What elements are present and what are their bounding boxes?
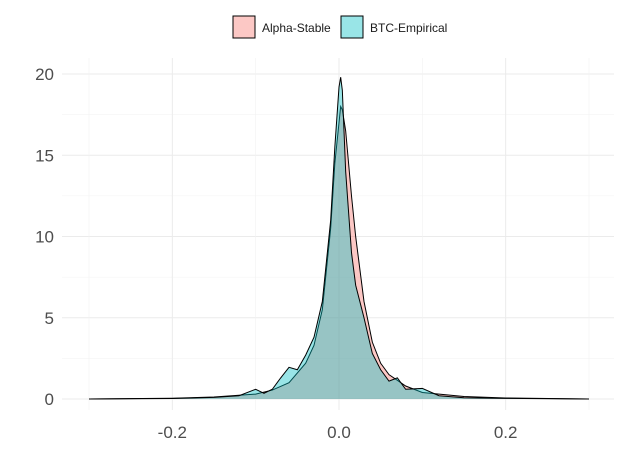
legend-label-0: Alpha-Stable [262, 21, 331, 35]
legend-label-1: BTC-Empirical [370, 21, 447, 35]
x-tick-label: 0.0 [327, 423, 351, 442]
legend: Alpha-Stable BTC-Empirical [232, 15, 447, 39]
y-tick-label: 20 [35, 65, 54, 84]
x-tick-label: 0.2 [494, 423, 518, 442]
y-tick-label: 0 [45, 390, 54, 409]
y-tick-label: 10 [35, 228, 54, 247]
series-layer [88, 77, 590, 400]
y-tick-label: 5 [45, 309, 54, 328]
legend-key-1 [340, 15, 364, 39]
density-area-1 [89, 77, 589, 399]
x-tick-label: -0.2 [158, 423, 187, 442]
density-outline-0 [88, 104, 590, 400]
y-tick-label: 15 [35, 146, 54, 165]
grid-layer [62, 58, 614, 410]
density-area-0 [89, 106, 589, 399]
density-outline-1 [88, 77, 590, 400]
legend-key-0 [232, 15, 256, 39]
axis-layer: 0 5 10 15 20 -0.2 0.0 0.2 [35, 65, 517, 442]
